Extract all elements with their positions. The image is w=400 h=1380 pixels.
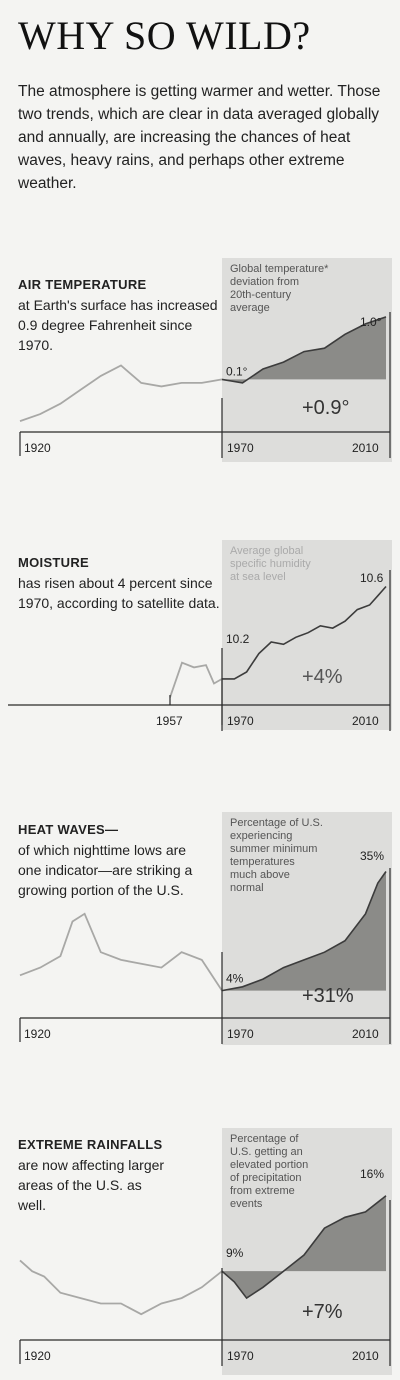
panel-label-moisture: MOISTURE has risen about 4 percent since…	[18, 553, 223, 613]
value-label-start: 9%	[226, 1246, 244, 1260]
change-label: +31%	[302, 985, 354, 1007]
series-line-since-1970	[221, 871, 387, 992]
panel-text: are now affecting larger areas of the U.…	[18, 1157, 165, 1213]
caption-line: temperatures	[230, 856, 295, 868]
area-fill-since-1970	[222, 1195, 386, 1299]
change-label: +7%	[302, 1301, 343, 1323]
value-label-end: 1.0°	[360, 315, 382, 329]
x-tick-label-start: 1920	[24, 1349, 51, 1363]
caption-line: U.S. getting an	[230, 1146, 303, 1158]
series-line-before-1970	[19, 1259, 223, 1316]
caption-line: elevated portion	[230, 1159, 308, 1171]
caption-line: specific humidity	[230, 558, 311, 570]
series-line-before-1970	[19, 364, 223, 422]
x-tick-label-1970: 1970	[227, 1349, 254, 1363]
value-label-start: 4%	[226, 972, 244, 986]
caption-line: Percentage of U.S.	[230, 817, 323, 829]
x-tick-label-end: 2010	[352, 1349, 379, 1363]
caption-line: normal	[230, 882, 264, 894]
caption-line: experiencing	[230, 830, 292, 842]
change-label: +4%	[302, 666, 343, 688]
caption-line: Global temperature*	[230, 263, 329, 275]
x-tick-label-end: 2010	[352, 714, 379, 728]
panel-label-rainfall: EXTREME RAINFALLS are now affecting larg…	[18, 1135, 168, 1215]
panel-heading: EXTREME RAINFALLS	[18, 1137, 163, 1152]
caption-line: at sea level	[230, 571, 286, 583]
caption-line: 20th-century	[230, 289, 292, 301]
caption-line: much above	[230, 869, 290, 881]
area-fill-since-1970	[222, 316, 386, 383]
change-label: +0.9°	[302, 397, 349, 419]
x-tick-label-end: 2010	[352, 441, 379, 455]
x-tick-label-start: 1957	[156, 714, 183, 728]
caption-line: deviation from	[230, 276, 299, 288]
panel-text: of which nighttime lows are one indicato…	[18, 842, 193, 898]
value-label-end: 10.6	[360, 571, 384, 585]
panel-heading: AIR TEMPERATURE	[18, 277, 147, 292]
caption-line: from extreme	[230, 1185, 295, 1197]
x-tick-label-start: 1920	[24, 441, 51, 455]
x-tick-label-1970: 1970	[227, 714, 254, 728]
panel-heading: MOISTURE	[18, 555, 90, 570]
value-label-end: 35%	[360, 849, 384, 863]
value-label-end: 16%	[360, 1167, 384, 1181]
intro-text: The atmosphere is getting warmer and wet…	[18, 83, 381, 192]
series-line-before-1970	[169, 661, 223, 698]
x-tick-label-start: 1920	[24, 1027, 51, 1041]
value-label-start: 0.1°	[226, 364, 248, 378]
page-title: WHY SO WILD?	[18, 13, 311, 58]
panel-text: at Earth's surface has increased 0.9 deg…	[18, 297, 218, 353]
x-tick-label-end: 2010	[352, 1027, 379, 1041]
caption-line: events	[230, 1198, 263, 1210]
x-tick-label-1970: 1970	[227, 1027, 254, 1041]
x-tick-label-1970: 1970	[227, 441, 254, 455]
series-line-since-1970	[221, 1195, 387, 1300]
panel-text: has risen about 4 percent since 1970, ac…	[18, 575, 220, 611]
panel-heading: HEAT WAVES—	[18, 822, 119, 837]
series-line-since-1970	[221, 316, 387, 384]
caption-line: of precipitation	[230, 1172, 302, 1184]
caption-line: average	[230, 302, 270, 314]
value-label-start: 10.2	[226, 632, 250, 646]
caption-line: Percentage of	[230, 1133, 299, 1145]
caption-line: summer minimum	[230, 843, 317, 855]
panel-label-heatwaves: HEAT WAVES— of which nighttime lows are …	[18, 820, 203, 900]
area-fill-since-1970	[222, 871, 386, 991]
panel-label-temperature: AIR TEMPERATURE at Earth's surface has i…	[18, 275, 223, 355]
shaded-region-since-1970	[222, 540, 392, 730]
series-line-since-1970	[222, 585, 387, 680]
caption-line: Average global	[230, 545, 303, 557]
series-line-before-1970	[19, 912, 223, 992]
